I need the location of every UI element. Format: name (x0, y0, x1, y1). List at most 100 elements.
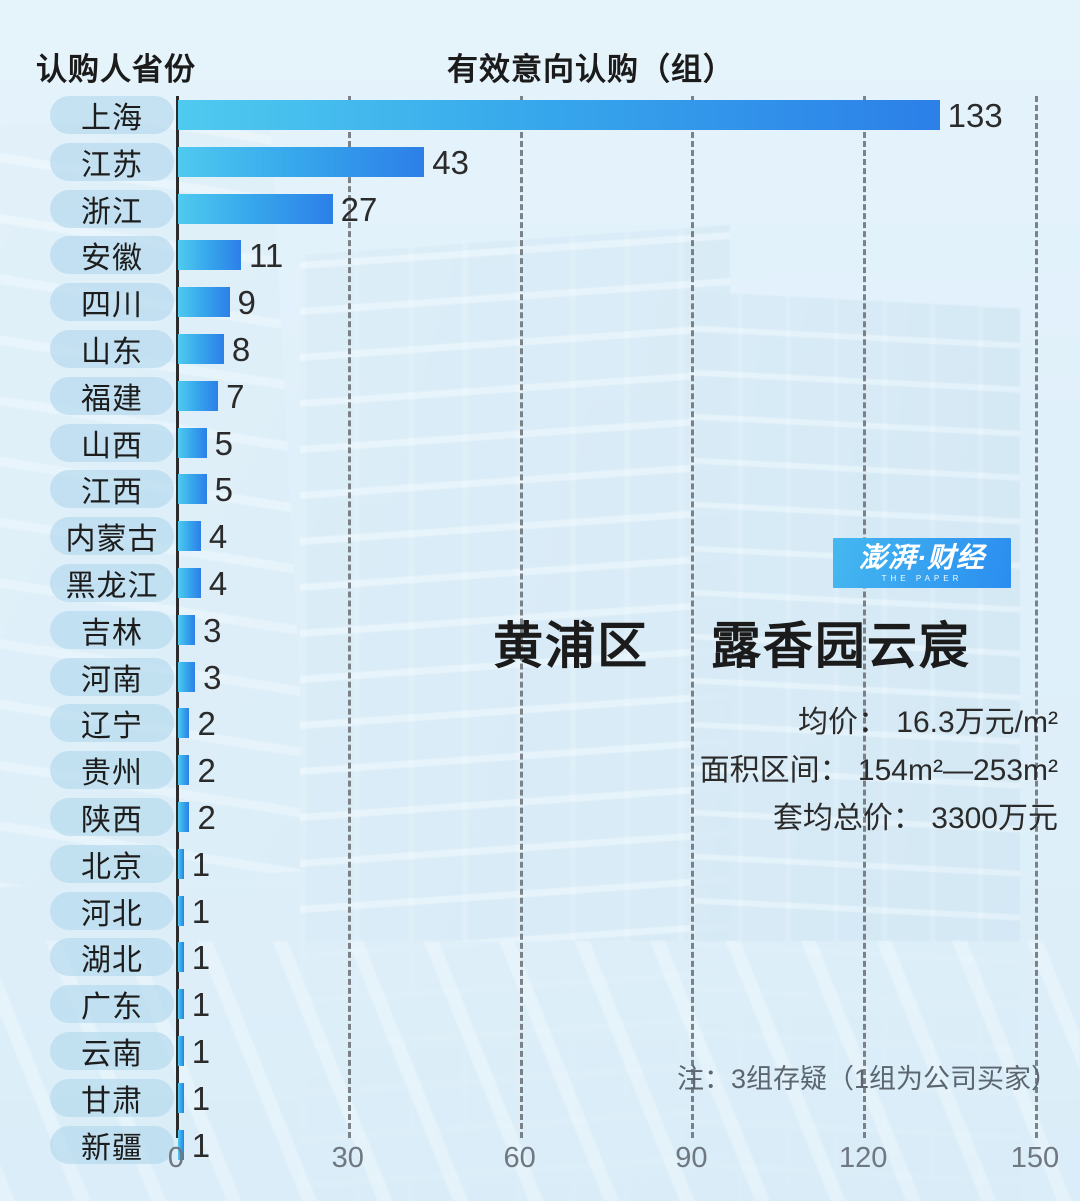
chart-title: 有效意向认购（组） (447, 52, 735, 87)
province-label-内蒙古: 内蒙古 (50, 517, 174, 556)
province-label-四川: 四川 (50, 283, 174, 322)
province-label-广东: 广东 (50, 985, 174, 1024)
bar-row: 云南 1 (0, 1032, 1080, 1071)
bar-row: 广东 1 (0, 985, 1080, 1024)
bar-福建 (178, 380, 219, 411)
bar-row: 湖北 1 (0, 938, 1080, 977)
logo-subtext: THE PAPER (881, 573, 963, 583)
bar-value-广东: 1 (191, 986, 211, 1024)
bar-row: 四川 9 (0, 283, 1080, 322)
column-header-province: 认购人省份 (36, 52, 196, 87)
gridline-120 (863, 96, 867, 1138)
bar-广东 (178, 989, 184, 1020)
bar-row: 安徽 11 (0, 236, 1080, 275)
bar-row: 上海 133 (0, 96, 1080, 135)
province-label-云南: 云南 (50, 1032, 174, 1071)
bar-row: 北京 1 (0, 844, 1080, 884)
bar-甘肃 (178, 1082, 184, 1113)
bar-row: 河南 3 (0, 657, 1080, 697)
bar-value-四川: 9 (237, 284, 256, 322)
bar-row: 浙江 27 (0, 189, 1080, 229)
bar-row: 江西 5 (0, 470, 1080, 509)
gridline-30 (347, 96, 351, 1138)
province-label-上海: 上海 (50, 96, 174, 135)
spec-area-range: 面积区间： 154m²—253m² (699, 754, 1058, 787)
bar-陕西 (178, 802, 190, 832)
province-label-黑龙江: 黑龙江 (50, 564, 174, 603)
bar-河南 (178, 661, 196, 692)
bar-row: 贵州 2 (0, 751, 1080, 790)
province-label-新疆: 新疆 (50, 1125, 174, 1165)
bar-value-内蒙古: 4 (208, 518, 228, 556)
province-label-辽宁: 辽宁 (50, 704, 174, 743)
bar-value-陕西: 2 (197, 799, 216, 836)
bar-云南 (178, 1036, 184, 1066)
bar-value-安徽: 11 (248, 237, 284, 275)
bar-row: 吉林 3 (0, 610, 1080, 650)
x-tick-label-0: 0 (167, 1142, 185, 1174)
province-label-河南: 河南 (50, 657, 174, 697)
bar-江苏 (178, 146, 425, 177)
province-label-甘肃: 甘肃 (50, 1078, 174, 1118)
province-label-山东: 山东 (50, 330, 174, 369)
bar-row: 内蒙古 4 (0, 517, 1080, 556)
bar-row: 河北 1 (0, 891, 1080, 931)
bar-内蒙古 (178, 521, 201, 552)
bar-row: 陕西 2 (0, 798, 1080, 837)
bar-row: 辽宁 2 (0, 704, 1080, 743)
x-tick-label-30: 30 (331, 1142, 364, 1174)
bar-value-甘肃: 1 (191, 1079, 211, 1117)
x-tick-label-150: 150 (1010, 1142, 1060, 1174)
x-tick-label-120: 120 (838, 1142, 888, 1174)
bar-row: 新疆 1 (0, 1125, 1080, 1165)
spec-average-price: 均价： 16.3万元/m² (797, 706, 1058, 739)
bar-value-江西: 5 (214, 471, 233, 509)
bar-row: 黑龙江 4 (0, 564, 1080, 603)
province-label-陕西: 陕西 (50, 798, 174, 837)
bar-row: 江苏 43 (0, 142, 1080, 182)
bar-value-新疆: 1 (191, 1126, 211, 1164)
bar-value-湖北: 1 (191, 939, 211, 977)
province-label-吉林: 吉林 (50, 610, 174, 650)
province-label-江西: 江西 (50, 470, 174, 509)
bar-value-吉林: 3 (203, 611, 222, 649)
bar-row: 甘肃 1 (0, 1078, 1080, 1118)
bar-江西 (178, 474, 207, 505)
x-tick-label-90: 90 (675, 1142, 708, 1174)
bar-row: 福建 7 (0, 376, 1080, 416)
y-axis-line (176, 96, 179, 1138)
bar-山西 (178, 427, 207, 458)
bar-row: 山西 5 (0, 423, 1080, 463)
bar-辽宁 (178, 708, 190, 739)
spec-total-price: 套均总价： 3300万元 (772, 802, 1058, 835)
province-label-湖北: 湖北 (50, 938, 174, 977)
bar-value-上海: 133 (947, 97, 1003, 134)
bar-value-浙江: 27 (340, 190, 378, 228)
gridline-150 (1035, 96, 1038, 1138)
bar-山东 (178, 334, 224, 364)
bar-value-贵州: 2 (197, 752, 216, 790)
bar-黑龙江 (178, 568, 201, 598)
bar-上海 (178, 100, 940, 130)
bar-value-黑龙江: 4 (208, 565, 228, 602)
logo-text: 澎湃·财经 (858, 541, 986, 573)
bar-value-江苏: 43 (432, 143, 469, 181)
province-label-北京: 北京 (50, 844, 174, 884)
bar-浙江 (178, 193, 333, 224)
province-label-河北: 河北 (50, 891, 174, 931)
bar-value-云南: 1 (191, 1033, 211, 1070)
bar-湖北 (178, 942, 184, 973)
bar-value-河北: 1 (191, 892, 211, 930)
publisher-logo: 澎湃·财经 THE PAPER (833, 538, 1011, 588)
province-label-福建: 福建 (50, 376, 174, 416)
bar-河北 (178, 895, 184, 926)
province-label-山西: 山西 (50, 423, 174, 463)
bar-四川 (178, 287, 230, 318)
bar-安徽 (178, 240, 241, 271)
district-name: 黄浦区 (493, 618, 650, 674)
gridline-90 (691, 96, 695, 1138)
bar-value-河南: 3 (203, 658, 222, 696)
province-label-江苏: 江苏 (50, 142, 174, 182)
bar-新疆 (178, 1129, 184, 1160)
